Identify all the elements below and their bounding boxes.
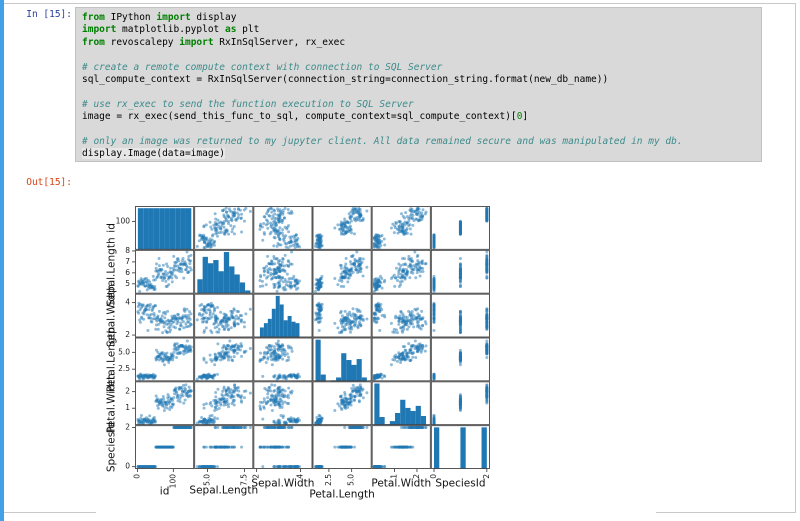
code-line: # create a remote compute context with c… bbox=[82, 61, 443, 73]
code-line: image = rx_exec(send_this_func_to_sql, c… bbox=[82, 111, 529, 123]
code-line: from revoscalepy import RxInSqlServer, r… bbox=[82, 36, 346, 48]
code-line: display.Image(data=image) bbox=[82, 148, 225, 160]
scatter-matrix-output-image bbox=[96, 189, 656, 519]
code-line: # use rx_exec to send the function execu… bbox=[82, 98, 414, 110]
code-line: sql_compute_context = RxInSqlServer(conn… bbox=[82, 73, 609, 85]
code-line: from IPython import display bbox=[82, 12, 237, 23]
code-cell[interactable]: from IPython import display import matplo… bbox=[75, 7, 762, 162]
input-prompt: In [15]: bbox=[26, 9, 72, 20]
code-line bbox=[82, 49, 761, 61]
code-editor[interactable]: from IPython import display import matplo… bbox=[82, 12, 761, 161]
code-line: import matplotlib.pyplot as plt bbox=[82, 24, 260, 36]
code-line: # only an image was returned to my jupyt… bbox=[82, 135, 683, 147]
code-line bbox=[82, 124, 761, 136]
cell-selection-bar bbox=[0, 0, 4, 521]
output-prompt: Out[15]: bbox=[26, 177, 72, 188]
code-line bbox=[82, 86, 761, 98]
